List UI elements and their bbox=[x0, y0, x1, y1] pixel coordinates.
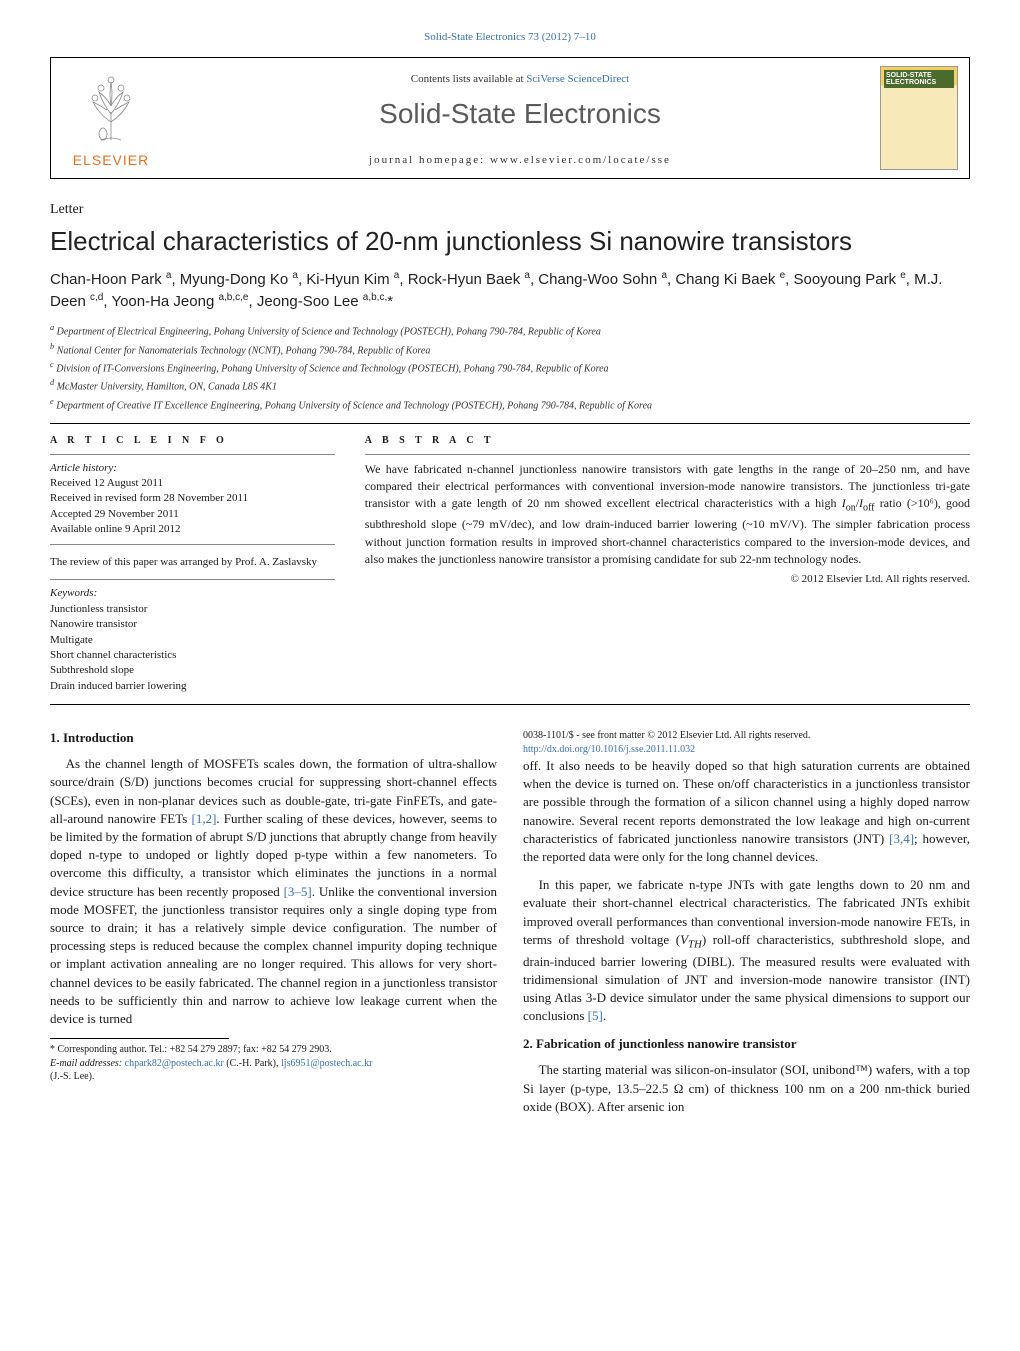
footnotes: * Corresponding author. Tel.: +82 54 279… bbox=[50, 1043, 497, 1084]
journal-name: Solid-State Electronics bbox=[181, 95, 859, 133]
email-label: E-mail addresses: bbox=[50, 1058, 125, 1069]
intro-heading: 1. Introduction bbox=[50, 729, 497, 747]
keyword: Short channel characteristics bbox=[50, 648, 335, 663]
keywords-label: Keywords: bbox=[50, 586, 335, 601]
thin-rule-2 bbox=[50, 544, 335, 545]
abstract-col: A B S T R A C T We have fabricated n-cha… bbox=[365, 434, 970, 694]
affiliation-line: e Department of Creative IT Excellence E… bbox=[50, 396, 970, 413]
email-2[interactable]: ljs6951@postech.ac.kr bbox=[281, 1058, 372, 1069]
corresponding-author: * Corresponding author. Tel.: +82 54 279… bbox=[50, 1043, 497, 1057]
email-1-who: (C.-H. Park), bbox=[224, 1058, 281, 1069]
article-info-col: A R T I C L E I N F O Article history: R… bbox=[50, 434, 335, 694]
citation-header: Solid-State Electronics 73 (2012) 7–10 bbox=[50, 30, 970, 45]
email-line: E-mail addresses: chpark82@postech.ac.kr… bbox=[50, 1057, 497, 1084]
publisher-block: ELSEVIER bbox=[51, 58, 171, 178]
authors-line: Chan-Hoon Park a, Myung-Dong Ko a, Ki-Hy… bbox=[50, 269, 970, 313]
sciencedirect-link[interactable]: SciVerse ScienceDirect bbox=[526, 73, 629, 85]
article-history: Article history: Received 12 August 2011… bbox=[50, 461, 335, 538]
homepage-line: journal homepage: www.elsevier.com/locat… bbox=[181, 153, 859, 168]
fab-p1: The starting material was silicon-on-ins… bbox=[523, 1061, 970, 1116]
publisher-name: ELSEVIER bbox=[73, 151, 149, 170]
issn-line: 0038-1101/$ - see front matter © 2012 El… bbox=[523, 729, 970, 743]
intro-p1: As the channel length of MOSFETs scales … bbox=[50, 755, 497, 1028]
letter-label: Letter bbox=[50, 201, 970, 220]
affiliations: a Department of Electrical Engineering, … bbox=[50, 322, 970, 413]
rule-top bbox=[50, 423, 970, 424]
abstract-text: We have fabricated n-channel junctionles… bbox=[365, 461, 970, 569]
contents-line: Contents lists available at SciVerse Sci… bbox=[181, 72, 859, 87]
affiliation-line: a Department of Electrical Engineering, … bbox=[50, 322, 970, 339]
homepage-url[interactable]: www.elsevier.com/locate/sse bbox=[490, 154, 671, 166]
fab-heading: 2. Fabrication of junctionless nanowire … bbox=[523, 1035, 970, 1053]
thin-rule-3 bbox=[50, 579, 335, 580]
keyword: Nanowire transistor bbox=[50, 617, 335, 632]
body-columns: 1. Introduction As the channel length of… bbox=[50, 729, 970, 1116]
keywords-block: Keywords: Junctionless transistorNanowir… bbox=[50, 586, 335, 694]
rule-bottom bbox=[50, 704, 970, 705]
review-note: The review of this paper was arranged by… bbox=[50, 555, 335, 570]
history-label: Article history: bbox=[50, 461, 335, 476]
intro-p2: In this paper, we fabricate n-type JNTs … bbox=[523, 876, 970, 1025]
contents-prefix: Contents lists available at bbox=[411, 73, 526, 85]
thin-rule-1 bbox=[50, 454, 335, 455]
email-1[interactable]: chpark82@postech.ac.kr bbox=[125, 1058, 224, 1069]
keyword: Drain induced barrier lowering bbox=[50, 679, 335, 694]
abstract-heading: A B S T R A C T bbox=[365, 434, 970, 448]
thin-rule-4 bbox=[365, 454, 970, 455]
history-line: Accepted 29 November 2011 bbox=[50, 507, 335, 522]
keyword: Junctionless transistor bbox=[50, 602, 335, 617]
affiliation-line: d McMaster University, Hamilton, ON, Can… bbox=[50, 377, 970, 394]
footnote-separator bbox=[50, 1038, 229, 1039]
elsevier-tree-icon bbox=[76, 67, 146, 147]
history-line: Received 12 August 2011 bbox=[50, 476, 335, 491]
affiliation-line: b National Center for Nanomaterials Tech… bbox=[50, 341, 970, 358]
journal-header-box: ELSEVIER Contents lists available at Sci… bbox=[50, 57, 970, 179]
history-line: Received in revised form 28 November 201… bbox=[50, 491, 335, 506]
paper-title: Electrical characteristics of 20-nm junc… bbox=[50, 226, 970, 257]
homepage-label: journal homepage: bbox=[369, 154, 490, 166]
journal-cover-icon: SOLID-STATE ELECTRONICS bbox=[880, 66, 958, 170]
email-2-who: (J.-S. Lee). bbox=[50, 1071, 94, 1082]
article-info-heading: A R T I C L E I N F O bbox=[50, 434, 335, 448]
header-center: Contents lists available at SciVerse Sci… bbox=[171, 58, 869, 178]
meta-row: A R T I C L E I N F O Article history: R… bbox=[50, 434, 970, 694]
doi-link[interactable]: http://dx.doi.org/10.1016/j.sse.2011.11.… bbox=[523, 743, 970, 757]
cover-thumb-wrap: SOLID-STATE ELECTRONICS bbox=[869, 58, 969, 178]
bottom-meta: 0038-1101/$ - see front matter © 2012 El… bbox=[523, 729, 970, 757]
copyright-line: © 2012 Elsevier Ltd. All rights reserved… bbox=[365, 572, 970, 587]
intro-p1b: off. It also needs to be heavily doped s… bbox=[523, 757, 970, 866]
keyword: Multigate bbox=[50, 633, 335, 648]
affiliation-line: c Division of IT-Conversions Engineering… bbox=[50, 359, 970, 376]
cover-title: SOLID-STATE ELECTRONICS bbox=[884, 70, 954, 88]
history-line: Available online 9 April 2012 bbox=[50, 522, 335, 537]
keyword: Subthreshold slope bbox=[50, 663, 335, 678]
